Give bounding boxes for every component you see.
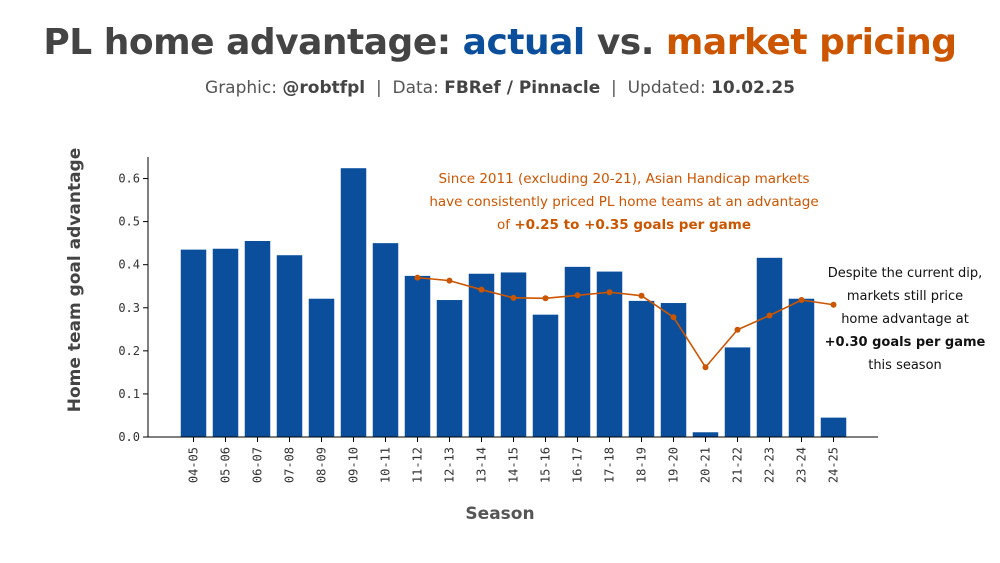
x-tick-label-08-09: 08-09 — [315, 447, 329, 483]
x-tick-label-06-07: 06-07 — [251, 447, 265, 483]
y-tick-label: 0.6 — [118, 172, 140, 186]
y-tick-label: 0.3 — [118, 301, 140, 315]
current-annotation-line-1: Despite the current dip, — [827, 266, 983, 281]
market-point-19-20 — [670, 314, 677, 321]
bars-group — [180, 168, 847, 437]
bar-10-11 — [372, 243, 399, 437]
current-annotation-line-3: home advantage at — [841, 312, 969, 327]
bar-22-23 — [756, 257, 783, 437]
market-point-13-14 — [478, 286, 485, 293]
bar-07-08 — [276, 255, 303, 437]
current-annotation-line-2: markets still price — [846, 289, 964, 304]
data-label: Data: — [392, 78, 445, 98]
y-tick-label: 0.5 — [118, 215, 140, 229]
market-point-24-25 — [830, 301, 837, 308]
x-tick-label-24-25: 24-25 — [827, 447, 841, 483]
separator-2: | — [600, 78, 628, 98]
y-tick-label: 0.0 — [118, 430, 140, 444]
graphic-handle: @robtfpl — [282, 78, 366, 98]
x-ticks-group: 04-05 05-06 06-07 07-08 08-09 09-10 10-11 11-12… — [187, 437, 841, 483]
bar-13-14 — [468, 273, 495, 437]
current-annotation-line-5: this season — [868, 358, 942, 373]
x-tick-label-22-23: 22-23 — [763, 447, 777, 483]
updated-label: Updated: — [627, 78, 712, 98]
bar-12-13 — [436, 300, 463, 437]
y-ticks-group: 0.0 0.1 0.2 0.3 0.4 0.5 0.6 — [118, 172, 148, 444]
x-tick-label-18-19: 18-19 — [635, 447, 649, 483]
current-annotation-bold: +0.30 goals per game — [824, 335, 986, 350]
current-season-annotation: Despite the current dip, markets still p… — [812, 262, 998, 377]
market-annotation-line-3: of +0.25 to +0.35 goals per game — [404, 214, 844, 237]
bar-06-07 — [244, 241, 271, 437]
market-annotation-line-2: have consistently priced PL home teams a… — [429, 194, 819, 210]
market-annotation-line-1: Since 2011 (excluding 20-21), Asian Hand… — [438, 171, 810, 187]
x-tick-label-11-12: 11-12 — [411, 447, 425, 483]
data-source: FBRef / Pinnacle — [444, 78, 601, 98]
y-tick-label: 0.4 — [118, 258, 140, 272]
bar-18-19 — [628, 300, 655, 437]
x-tick-label-23-24: 23-24 — [795, 447, 809, 483]
market-point-11-12 — [414, 274, 421, 281]
title-actual: actual — [462, 22, 586, 63]
bar-20-21 — [692, 432, 719, 437]
chart-title: PL home advantage: actual vs. market pri… — [0, 22, 1000, 63]
bar-08-09 — [308, 298, 335, 437]
x-tick-label-21-22: 21-22 — [731, 447, 745, 483]
x-tick-label-10-11: 10-11 — [379, 447, 393, 483]
bar-19-20 — [660, 303, 687, 437]
market-point-21-22 — [734, 326, 741, 333]
market-pricing-line — [417, 276, 834, 369]
bar-05-06 — [212, 248, 239, 437]
market-point-22-23 — [766, 312, 773, 319]
y-tick-label: 0.2 — [118, 344, 140, 358]
y-tick-label: 0.1 — [118, 387, 140, 401]
market-point-15-16 — [542, 295, 549, 302]
x-tick-label-12-13: 12-13 — [443, 447, 457, 483]
bar-17-18 — [596, 271, 623, 437]
market-line-group — [414, 274, 837, 371]
bar-24-25 — [820, 417, 847, 437]
chart-subtitle: Graphic: @robtfpl | Data: FBRef / Pinnac… — [0, 78, 1000, 98]
x-tick-label-15-16: 15-16 — [539, 447, 553, 483]
title-market: market pricing — [665, 22, 957, 63]
separator-1: | — [365, 78, 393, 98]
bar-09-10 — [340, 168, 367, 437]
x-tick-label-17-18: 17-18 — [603, 447, 617, 483]
market-annotation-bold: +0.25 to +0.35 goals per game — [514, 217, 751, 233]
market-point-14-15 — [510, 294, 517, 301]
x-tick-label-13-14: 13-14 — [475, 447, 489, 483]
x-tick-label-05-06: 05-06 — [219, 447, 233, 483]
title-vs: vs. — [584, 22, 666, 63]
bar-11-12 — [404, 275, 431, 437]
bar-23-24 — [788, 298, 815, 437]
market-annotation: Since 2011 (excluding 20-21), Asian Hand… — [404, 168, 844, 237]
x-axis-label: Season — [465, 504, 534, 524]
y-axis-label: Home team goal advantage — [65, 148, 85, 413]
market-point-12-13 — [446, 277, 453, 284]
x-tick-label-19-20: 19-20 — [667, 447, 681, 483]
x-tick-label-09-10: 09-10 — [347, 447, 361, 483]
current-annotation-line-4: +0.30 goals per game — [812, 331, 998, 354]
market-point-16-17 — [574, 292, 581, 299]
market-point-20-21 — [702, 364, 709, 371]
x-tick-label-04-05: 04-05 — [187, 447, 201, 483]
graphic-label: Graphic: — [205, 78, 283, 98]
x-tick-label-14-15: 14-15 — [507, 447, 521, 483]
market-point-17-18 — [606, 289, 613, 296]
bar-15-16 — [532, 314, 559, 437]
x-tick-label-07-08: 07-08 — [283, 447, 297, 483]
bar-21-22 — [724, 347, 751, 437]
x-tick-label-20-21: 20-21 — [699, 447, 713, 483]
bar-04-05 — [180, 249, 207, 437]
title-prefix: PL home advantage: — [43, 22, 463, 63]
market-point-23-24 — [798, 297, 805, 304]
market-point-18-19 — [638, 292, 645, 299]
market-annotation-prefix: of — [497, 217, 515, 233]
updated-date: 10.02.25 — [711, 78, 795, 98]
x-tick-label-16-17: 16-17 — [571, 447, 585, 483]
